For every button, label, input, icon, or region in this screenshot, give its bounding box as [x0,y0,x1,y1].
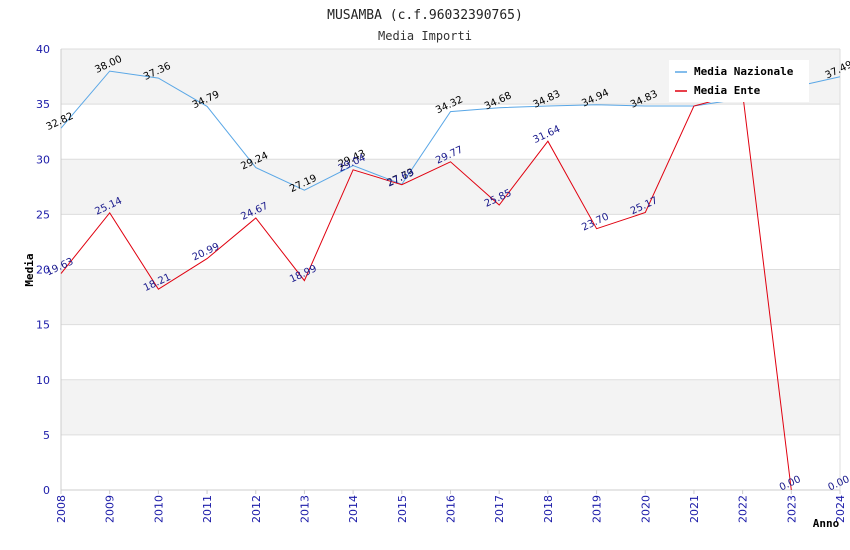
x-tick-label: 2008 [55,495,68,523]
x-tick-label: 2023 [785,495,798,523]
y-tick-label: 30 [36,153,50,166]
x-tick-label: 2022 [737,495,750,523]
x-tick-label: 2017 [493,495,506,523]
y-tick-label: 20 [36,264,50,277]
data-label: 0.00 [827,474,850,493]
x-tick-label: 2024 [834,495,847,523]
series-lines [60,70,841,491]
grid-band [61,159,840,215]
data-label: 20.99 [191,241,222,263]
legend-box [669,60,809,102]
x-tick-label: 2012 [250,495,263,523]
y-tick-label: 15 [36,319,50,332]
legend-label-ente: Media Ente [694,84,761,97]
x-tick-label: 2016 [445,495,458,523]
x-axis-ticks: 2008 2009 2010 2011 2012 2013 2014 2015 2016 2017… [55,490,847,523]
x-tick-label: 2015 [396,495,409,523]
y-tick-label: 0 [43,484,50,497]
x-tick-label: 2011 [201,495,214,523]
grid-bands [61,49,840,435]
y-tick-label: 40 [36,43,50,56]
y-tick-label: 10 [36,374,50,387]
grid-band [61,269,840,325]
x-tick-label: 2010 [152,495,165,523]
x-tick-label: 2014 [347,495,360,523]
legend: Media Nazionale Media Ente [669,60,809,102]
x-tick-label: 2019 [591,495,604,523]
x-tick-label: 2018 [542,495,555,523]
grid-band [61,379,840,435]
series-line-media-nazionale [60,70,841,191]
data-label: 32.82 [45,111,76,133]
chart-subtitle: Media Importi [378,29,472,43]
y-tick-label: 35 [36,98,50,111]
x-tick-label: 2013 [298,495,311,523]
x-tick-label: 2021 [688,495,701,523]
x-tick-label: 2020 [639,495,652,523]
y-tick-label: 5 [43,429,50,442]
data-label: 0.00 [778,474,803,493]
chart-title: MUSAMBA (c.f.96032390765) [327,8,523,23]
series-line-media-ente [60,92,792,491]
y-axis-ticks: 0 5 10 15 20 25 30 35 40 [36,43,50,497]
x-tick-label: 2009 [104,495,117,523]
legend-label-nazionale: Media Nazionale [694,65,794,78]
x-axis-label: Anno [813,517,840,530]
y-axis-label: Media [23,253,36,286]
y-tick-label: 25 [36,208,50,221]
